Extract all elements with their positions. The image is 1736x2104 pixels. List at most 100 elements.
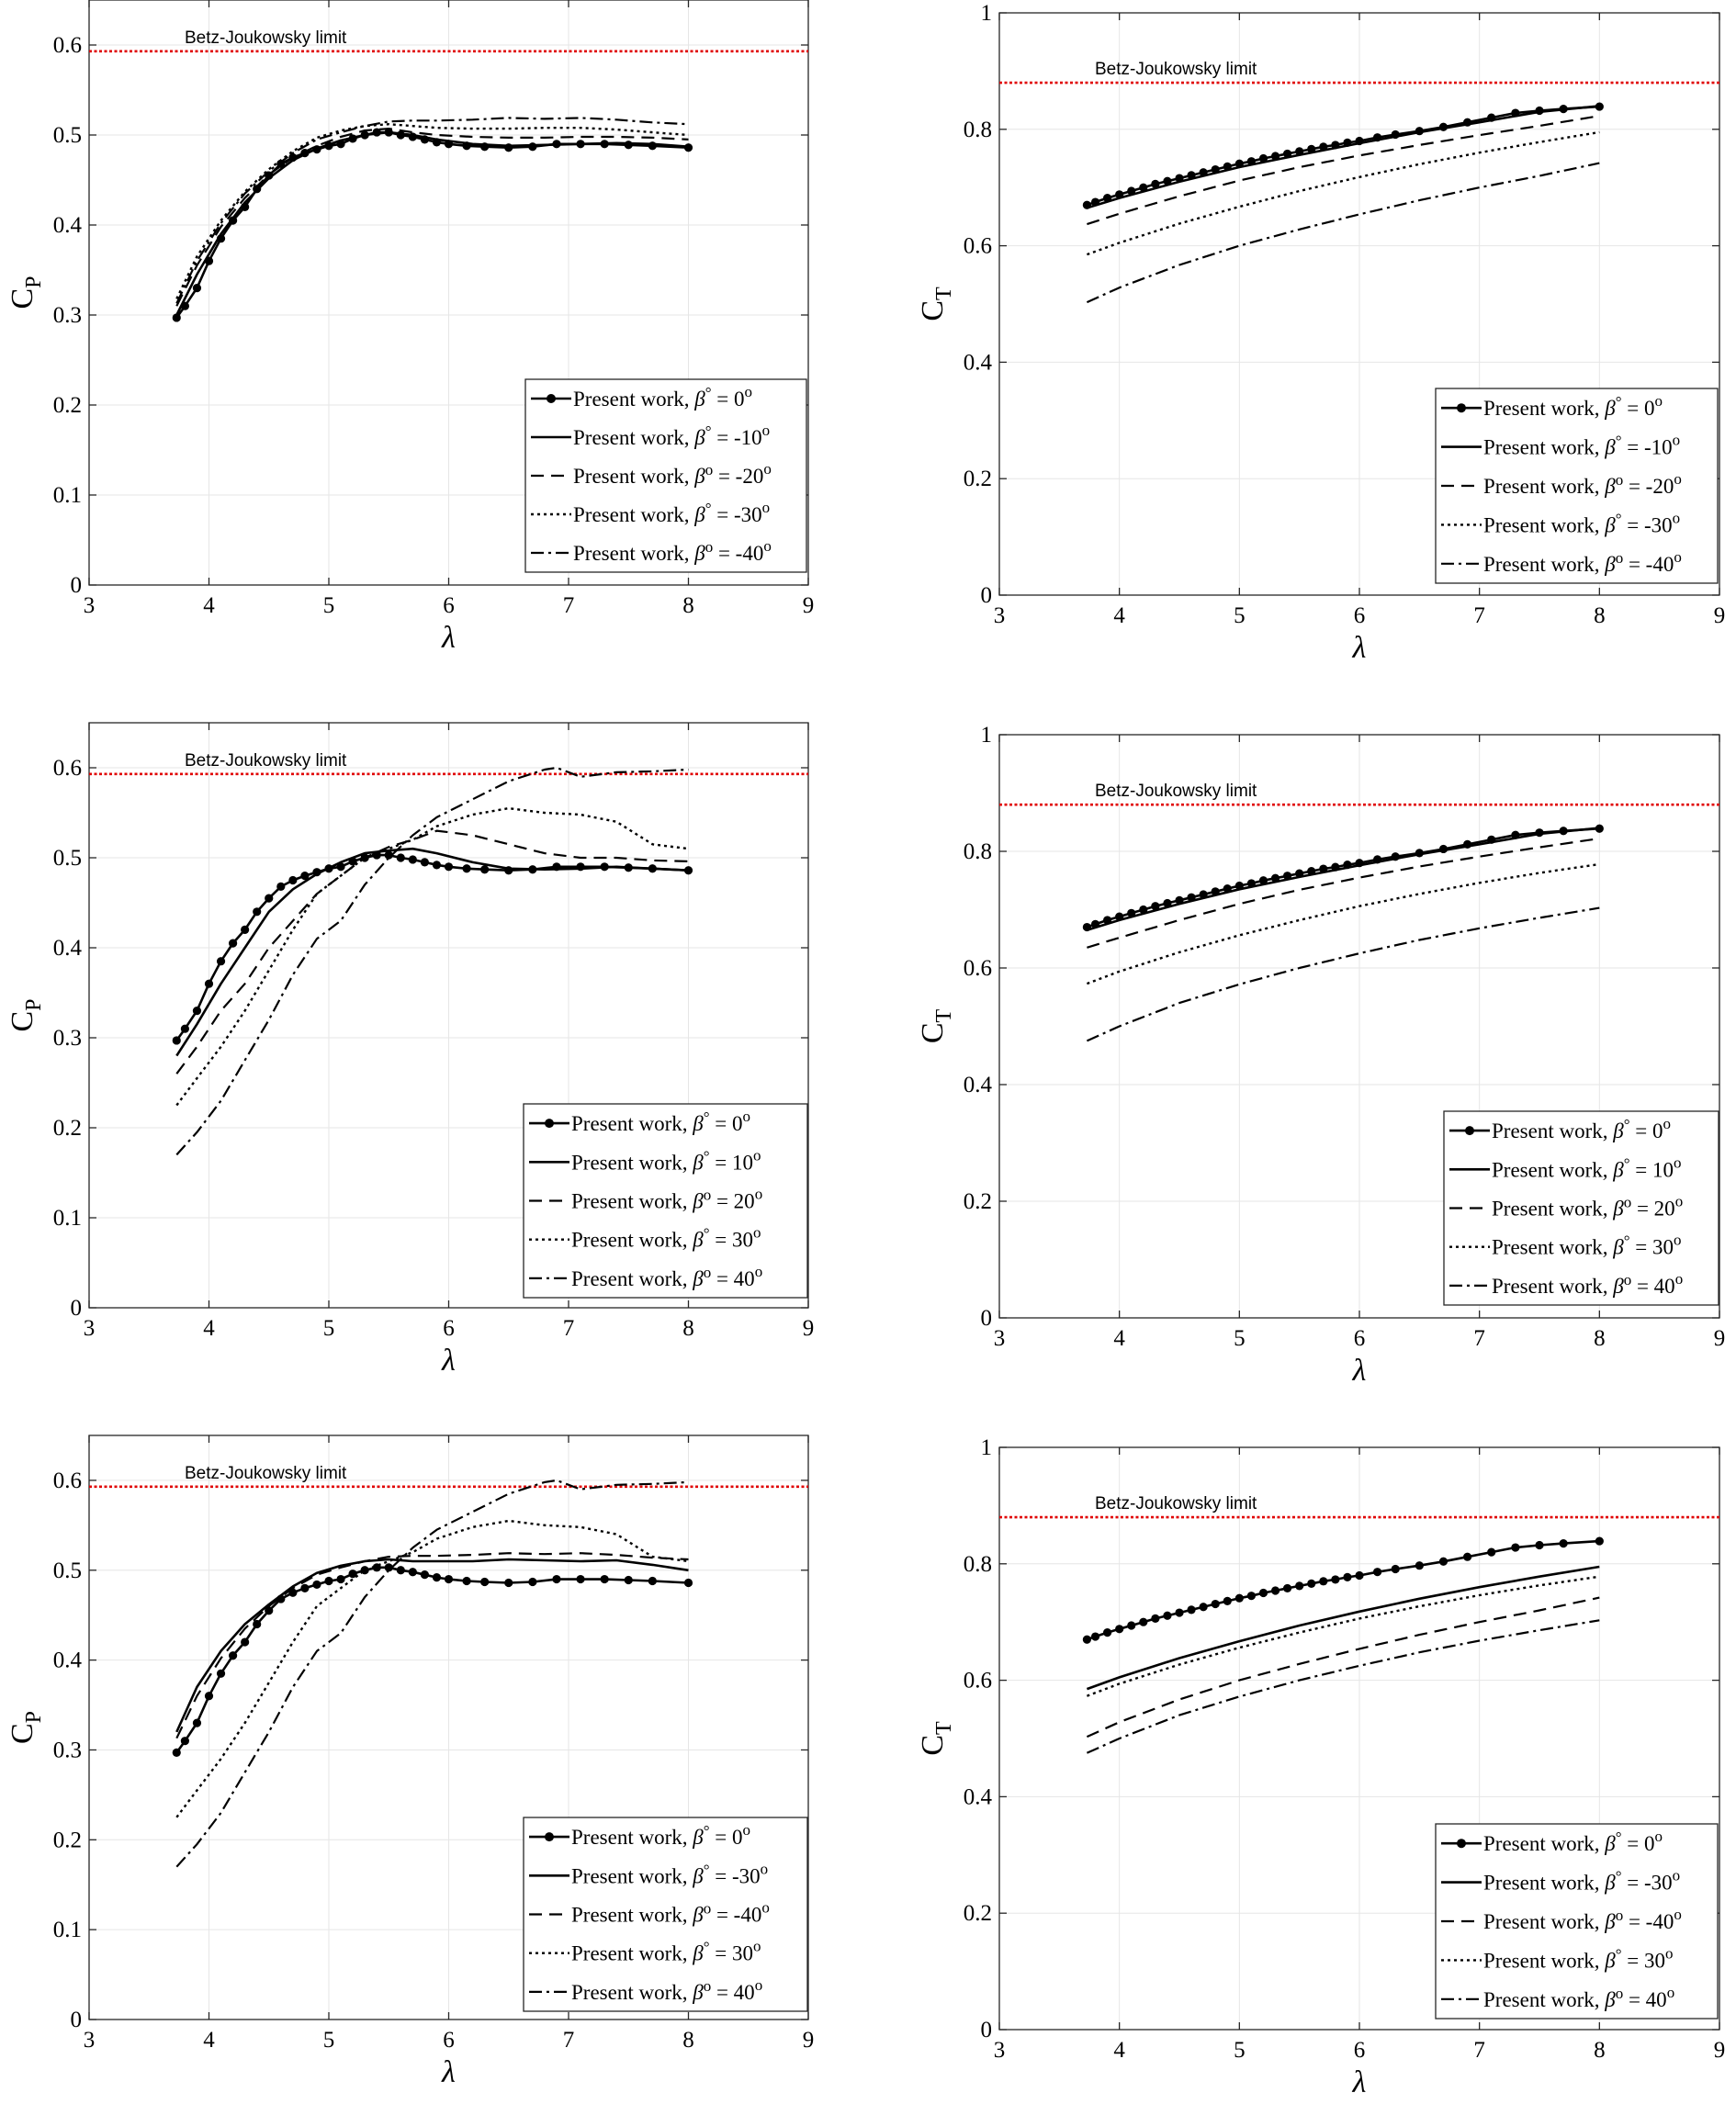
x-tick-label: 3 [84,2028,96,2053]
y-tick-label: 0.3 [53,1026,82,1051]
x-tick-label: 6 [1354,603,1366,628]
legend-entry-label: Present work, β° = -10o [573,422,770,449]
series-marker [1139,905,1148,915]
legend-prefix: Present work, [571,1190,693,1213]
series-line-1 [1086,105,1600,207]
series-marker [432,1572,442,1582]
y-axis-label-main: C [6,288,39,309]
legend-value: = -30 [1622,513,1673,536]
legend-entry-label: Present work, βo = -40o [573,537,772,565]
series-line-1 [1086,827,1600,928]
x-tick-label: 7 [563,2028,575,2053]
legend-value: = 20 [1631,1198,1674,1221]
legend-beta-mark: o [704,1264,712,1281]
y-axis-label-sub: T [932,287,956,300]
legend-beta: β [1604,1872,1616,1895]
y-tick-label: 0.2 [53,1116,82,1141]
legend-prefix: Present work, [1483,475,1605,498]
series-marker [180,1024,189,1033]
legend-value: = 40 [711,1267,754,1290]
x-tick-label: 9 [803,593,815,618]
legend-degree: o [1673,432,1681,449]
series-line-4 [175,122,689,299]
legend-beta-mark: ° [1616,1868,1622,1885]
legend-beta-mark: ° [1616,1828,1622,1846]
legend-beta-mark: o [1616,549,1624,567]
chart-panel-row1-right: 3 4 5 6 7 8 9 0 0.2 0.4 0.6 0.8 1 λ CT Betz-Joukowsky l… [916,1,1725,665]
y-tick-label: 0.3 [53,1738,82,1762]
legend-entry-label: Present work, βo = 40o [1492,1270,1683,1298]
legend-entry-label: Present work, βo = 40o [1483,1984,1674,2011]
betz-limit-label: Betz-Joukowsky limit [185,751,347,771]
series-marker [1246,1592,1256,1601]
series-marker [462,1576,471,1586]
legend-beta: β [693,542,705,565]
y-axis-label: CP [6,1711,46,1744]
series-marker [444,862,454,872]
y-axis-label: CT [916,287,956,321]
legend-entry-label: Present work, βo = -20o [1483,470,1682,498]
legend-entry-label: Present work, β° = 0o [573,383,752,411]
legend-value: = 30 [710,1229,753,1252]
x-axis-label: λ [1352,1354,1367,1388]
series-marker [683,866,693,875]
series-marker [528,142,537,152]
legend-degree: o [1674,548,1682,566]
legend-degree: o [753,1938,761,1955]
legend-prefix: Present work, [1483,513,1605,536]
legend-prefix: Present work, [1492,1236,1613,1259]
y-tick-label: 0 [71,573,83,598]
series-marker [241,925,250,935]
x-axis-label: λ [1352,2065,1367,2099]
x-tick-label: 7 [563,1316,575,1341]
y-tick-label: 0.2 [964,1189,992,1214]
legend-degree: o [763,460,772,478]
legend-prefix: Present work, [1483,1949,1605,1972]
legend-beta: β [692,1864,704,1887]
series-marker [1463,1552,1472,1561]
legend-prefix: Present work, [571,1229,693,1252]
series-marker [1151,902,1160,911]
y-tick-label: 1 [981,1435,993,1460]
series-marker [1511,1543,1520,1552]
legend-marker [1457,1839,1466,1849]
legend-beta: β [1612,1120,1624,1142]
legend-value: = 0 [1630,1120,1663,1142]
legend-beta-mark: ° [704,1939,710,1956]
series-marker [648,1576,657,1586]
series-line-3 [175,128,689,307]
legend-prefix: Present work, [1483,1910,1605,1933]
x-tick-label: 3 [994,1326,1006,1351]
x-tick-label: 4 [1113,1326,1125,1351]
legend-entry-label: Present work, βo = -40o [1483,1906,1682,1933]
legend-beta-mark: o [704,1900,712,1918]
x-tick-label: 9 [803,2028,815,2053]
x-axis-label: λ [441,2055,456,2089]
legend-beta: β [1612,1198,1624,1221]
series-line-4 [175,1519,689,1818]
series-marker [624,141,633,150]
series-line-3 [175,829,689,1075]
chart-panel-row3-left: 3 4 5 6 7 8 9 0 0.1 0.2 0.3 0.4 0.5 0.6 λ CP Betz-Joukow… [6,1435,814,2089]
legend-value: = 0 [710,1112,743,1135]
series-marker [1559,1539,1568,1548]
series-marker [1151,179,1160,188]
series-marker [576,1574,585,1584]
legend-degree: o [755,1976,763,1994]
legend-value: = -10 [712,426,762,449]
series-marker [300,872,310,881]
y-tick-label: 0.6 [53,756,82,781]
series-marker [1270,1586,1280,1595]
x-tick-label: 8 [682,1316,694,1341]
legend-degree: o [1673,509,1681,526]
legend-prefix: Present work, [571,1267,693,1290]
legend-beta: β [693,465,705,488]
betz-limit-label: Betz-Joukowsky limit [1095,60,1257,79]
y-axis-label: CT [916,1008,956,1043]
series-marker [253,907,262,917]
series-marker [504,1578,513,1588]
legend-degree: o [755,1263,763,1280]
series-marker [192,1718,202,1727]
